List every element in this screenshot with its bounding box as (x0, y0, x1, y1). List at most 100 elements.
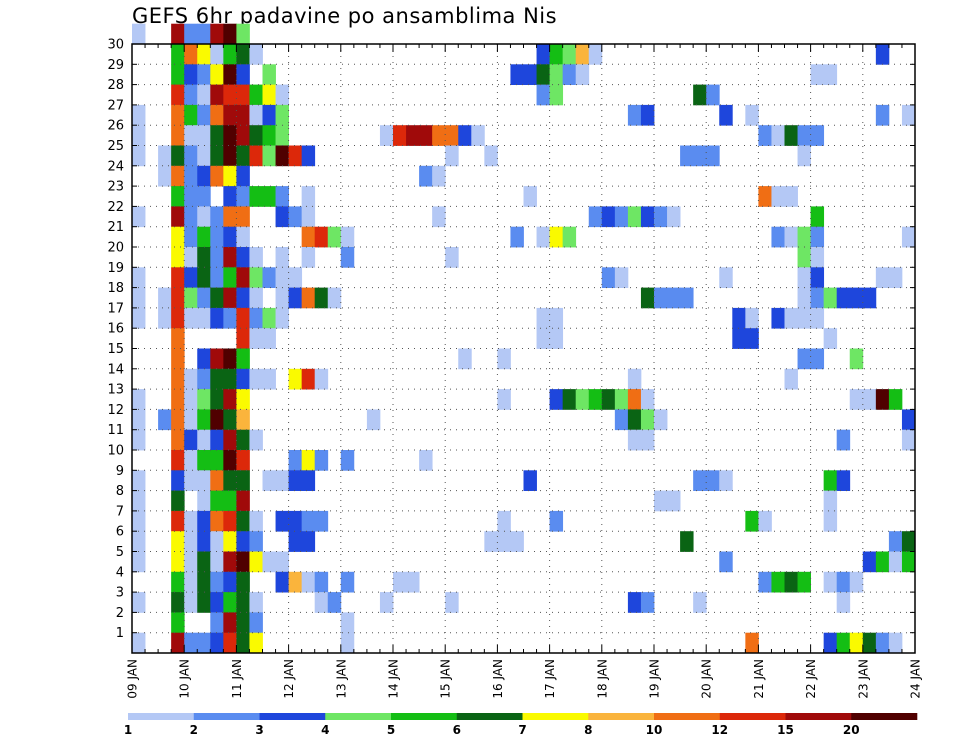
heatmap-cell (523, 470, 537, 491)
y-tick-label: 19 (107, 261, 124, 276)
heatmap-cell (693, 592, 707, 613)
heatmap-cell (536, 328, 550, 349)
colorbar-swatch (654, 713, 721, 720)
heatmap-cell (262, 307, 276, 329)
y-tick-label: 3 (116, 586, 124, 601)
heatmap-cell (875, 104, 890, 126)
heatmap-cell (223, 206, 237, 228)
heatmap-cell (314, 571, 329, 593)
heatmap-cell (432, 206, 446, 228)
y-tick-label: 26 (107, 119, 124, 134)
heatmap-cell (301, 186, 316, 207)
heatmap-cell (301, 368, 316, 390)
heatmap-cell (223, 429, 237, 451)
heatmap-cell (901, 409, 916, 431)
heatmap-cell (236, 470, 250, 491)
heatmap-cell (797, 307, 811, 329)
heatmap-cell (640, 389, 655, 410)
heatmap-cell (236, 368, 250, 390)
heatmap-cell (236, 226, 250, 248)
heatmap-cell (132, 287, 146, 309)
y-tick-label: 30 (107, 38, 124, 53)
heatmap-cell (693, 470, 707, 491)
heatmap-cell (549, 84, 564, 106)
heatmap-cell (171, 409, 185, 431)
heatmap-cell (223, 226, 237, 248)
heatmap-cell (184, 389, 198, 410)
heatmap-cell (171, 348, 185, 370)
heatmap-cell (836, 632, 851, 654)
heatmap-cell (484, 531, 498, 552)
heatmap-cell (158, 307, 172, 329)
x-tick-label: 13 JAN (334, 659, 348, 699)
heatmap-cell (210, 307, 224, 329)
heatmap-cell (223, 247, 237, 268)
heatmap-cell (132, 409, 146, 431)
heatmap-cell (223, 84, 237, 106)
heatmap-cell (758, 186, 772, 207)
heatmap-cell (184, 125, 198, 146)
heatmap-cell (236, 104, 250, 126)
heatmap-cell (340, 247, 355, 268)
y-tick-label: 5 (116, 545, 124, 560)
heatmap-cell (406, 571, 420, 593)
heatmap-cell (210, 267, 224, 288)
heatmap-cell (640, 104, 655, 126)
heatmap-cell (301, 206, 316, 228)
y-tick-label: 8 (116, 484, 124, 499)
heatmap-cell (210, 348, 224, 370)
heatmap-cell (184, 247, 198, 268)
heatmap-cell (223, 368, 237, 390)
heatmap-cell (849, 632, 864, 654)
heatmap-cell (810, 348, 825, 370)
heatmap-cell (184, 104, 198, 126)
heatmap-cell (171, 247, 185, 268)
heatmap-cell (771, 307, 785, 329)
heatmap-cell (875, 551, 890, 573)
heatmap-cell (236, 429, 250, 451)
heatmap-cell (627, 206, 642, 228)
x-tick-label: 17 JAN (543, 659, 557, 699)
heatmap-cell (184, 531, 198, 552)
heatmap-cell (640, 206, 655, 228)
heatmap-cell (901, 104, 916, 126)
heatmap-cell (249, 267, 263, 288)
heatmap-cell (223, 409, 237, 431)
heatmap-cell (197, 409, 211, 431)
heatmap-cell (210, 510, 224, 532)
colorbar-label: 5 (387, 723, 395, 737)
heatmap-cell (132, 592, 146, 613)
heatmap-cell (549, 328, 564, 349)
heatmap-cell (588, 389, 603, 410)
heatmap-cell (562, 44, 577, 65)
heatmap-cell (654, 409, 668, 431)
heatmap-cell (758, 571, 772, 593)
heatmap-cell (745, 328, 759, 349)
heatmap-cell (249, 368, 263, 390)
heatmap-cell (223, 104, 237, 126)
heatmap-cell (249, 531, 263, 552)
heatmap-cell (784, 368, 798, 390)
x-tick-label: 09 JAN (126, 659, 140, 699)
heatmap-cell (184, 64, 198, 85)
heatmap-cell (132, 104, 146, 126)
colorbar-swatch (456, 713, 523, 720)
heatmap-cell (654, 287, 668, 309)
heatmap-cell (875, 632, 890, 654)
heatmap-cell (236, 287, 250, 309)
heatmap-cell (171, 368, 185, 390)
heatmap-cell (223, 551, 237, 573)
heatmap-cell (719, 267, 733, 288)
heatmap-cell (836, 470, 851, 491)
heatmap-cell (797, 226, 811, 248)
heatmap-cell (210, 389, 224, 410)
heatmap-cell (627, 429, 642, 451)
heatmap-cell (275, 247, 289, 268)
heatmap-cell (197, 470, 211, 491)
heatmap-cell (171, 287, 185, 309)
heatmap-cell (327, 226, 342, 248)
heatmap-cell (262, 145, 276, 167)
heatmap-cell (197, 490, 211, 512)
heatmap-cell (771, 571, 785, 593)
